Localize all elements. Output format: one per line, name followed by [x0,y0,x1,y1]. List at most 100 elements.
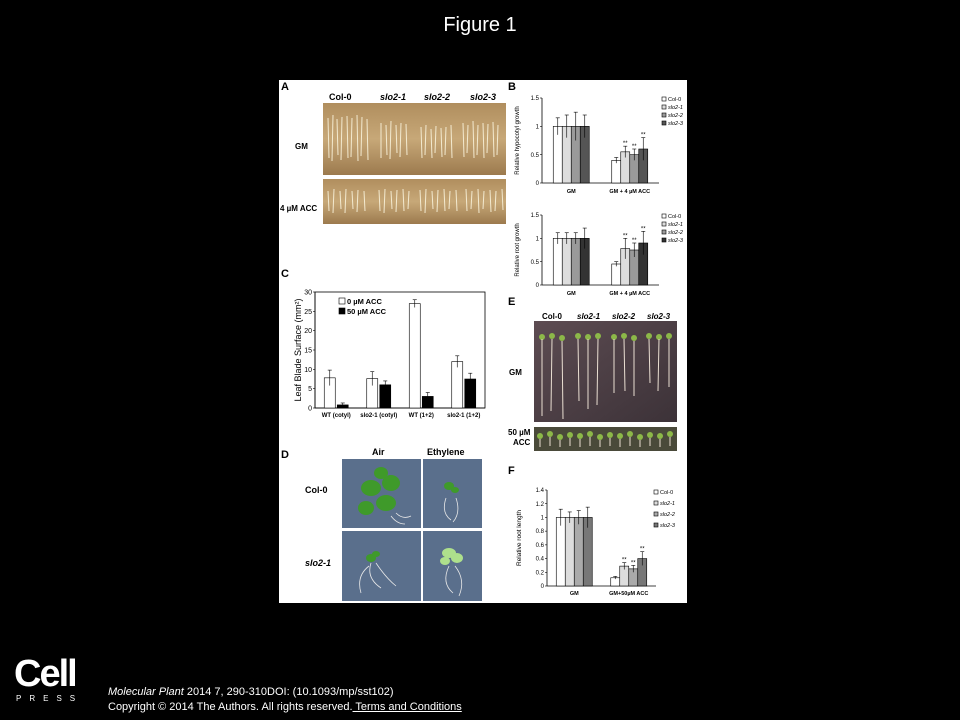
legend-label: slo2-2 [668,113,683,119]
panel-d-label: D [281,449,289,461]
significance-mark: ** [623,141,628,147]
copyright-line: Copyright © 2014 The Authors. All rights… [108,700,462,715]
y-tick-label: 0.4 [536,557,545,563]
category-label: GM + 4 µM ACC [609,189,650,195]
footer: Molecular Plant 2014 7, 290-310DOI: (10.… [108,685,462,715]
copyright-text: Copyright © 2014 The Authors. All rights… [108,701,353,713]
panel-d-row-slo21: slo2-1 [305,558,332,568]
legend-label: Col-0 [668,97,681,103]
panel-d-col-ethylene: Ethylene [427,447,465,457]
y-tick-label: 1 [536,124,540,130]
panel-c-label: C [281,268,289,280]
terms-link[interactable]: Terms and Conditions [352,701,462,713]
panel-e-root-photo [534,321,677,451]
category-label: WT (1+2) [409,413,434,419]
legend-swatch [661,96,667,102]
panel-b-label: B [508,81,516,93]
significance-mark: ** [631,560,636,566]
panel-e-row-50um: 50 µM [508,428,531,437]
y-axis-label: Relative root growth [515,223,521,276]
legend-label: Col-0 [660,490,673,496]
legend-label: slo2-3 [660,523,676,529]
category-label: GM [567,189,576,195]
legend-swatch [661,237,667,243]
panel-a-row-gm: GM [295,142,308,151]
y-axis-label: Relative hypocotyl growth [515,106,521,174]
logo-cell-text: Cell [14,653,78,695]
bar [555,517,566,587]
y-tick-label: 20 [304,328,312,335]
legend-swatch [661,229,667,235]
bar [582,517,593,587]
legend-swatch [661,112,667,118]
bar [611,263,622,286]
y-tick-label: 0.6 [536,543,545,549]
panel-d-row-col0: Col-0 [305,485,328,495]
legend-swatch [653,500,659,506]
panel-e-col-col0: Col-0 [542,312,562,321]
y-tick-label: 5 [308,386,312,393]
y-tick-label: 10 [304,367,312,374]
significance-mark: ** [641,133,646,139]
bar [408,303,421,409]
significance-mark: ** [632,238,637,244]
panel-e-col-slo23: slo2-3 [647,312,671,321]
category-label: GM + 4 µM ACC [609,291,650,297]
y-tick-label: 15 [304,347,312,354]
panel-a-col-col0: Col-0 [329,92,352,102]
significance-mark: ** [623,233,628,239]
legend-label: slo2-2 [660,512,675,518]
y-tick-label: 1.5 [531,213,540,219]
legend-label: slo2-1 [668,222,683,228]
slide-title: Figure 1 [443,14,517,36]
legend-swatch [338,307,346,315]
legend-label: slo2-2 [668,230,683,236]
significance-mark: ** [641,226,646,232]
panel-e-label: E [508,296,516,308]
bar [552,238,563,286]
bar [570,238,581,286]
panel-e-col-slo22: slo2-2 [612,312,636,321]
category-label: WT (cotyl) [322,413,351,419]
chart-b-root: Relative root growth 0 0.5 1 1.5 GM ** ** ** GM +… [515,213,684,297]
category-label: slo2-1 (cotyl) [360,413,397,419]
chart-c-leaf-blade: Leaf Blade Surface (mm²) 0 5 10 15 20 25 30 WT (… [293,289,486,419]
legend-label: 50 µM ACC [347,307,387,316]
panel-a-label: A [281,81,289,93]
panel-a-row-acc: 4 µM ACC [280,204,318,213]
legend-swatch [661,213,667,219]
panel-d-rosette-photo [341,458,482,602]
y-tick-label: 1 [541,516,545,522]
category-label: GM [567,291,576,297]
y-tick-label: 0 [536,181,540,187]
panel-a-seedling-photo [323,103,506,224]
panel-a-col-slo23: slo2-3 [470,92,497,102]
chart-b-hypocotyl: Relative hypocotyl growth 0 0.5 1 1.5 GM ** ** *… [515,96,684,195]
legend-swatch [661,104,667,110]
cell-press-logo: Cell PRESS [14,655,80,705]
y-axis-label: Leaf Blade Surface (mm²) [293,298,303,401]
citation-line: Molecular Plant 2014 7, 290-310DOI: (10.… [108,685,462,700]
figure-panel: A Col-0 slo2-1 slo2-2 slo2-3 GM 4 µM ACC… [279,80,687,603]
legend-swatch [653,511,659,517]
y-tick-label: 1 [536,236,540,242]
significance-mark: ** [632,144,637,150]
y-tick-label: 0 [308,405,312,412]
bar [573,517,584,587]
chart-f-root-length: Relative root length 0 0.2 0.4 0.6 0.8 1 1.2 1.4… [516,488,676,597]
citation-details: 2014 7, 290-310DOI: (10.1093/mp/sst102) [183,686,394,698]
citation-journal: Molecular Plant [108,686,184,698]
y-tick-label: 1.4 [536,488,545,494]
y-tick-label: 0.2 [536,570,545,576]
legend-swatch [338,297,346,305]
y-tick-label: 0.5 [531,153,540,159]
logo-press-text: PRESS [16,694,84,703]
category-label: GM+50µM ACC [609,591,648,597]
panel-f-label: F [508,465,515,477]
legend-swatch [661,221,667,227]
bar [451,361,464,409]
legend-label: slo2-1 [660,501,675,507]
panel-e-row-gm: GM [509,368,522,377]
y-tick-label: 1.2 [536,502,545,508]
panel-d-col-air: Air [372,447,385,457]
